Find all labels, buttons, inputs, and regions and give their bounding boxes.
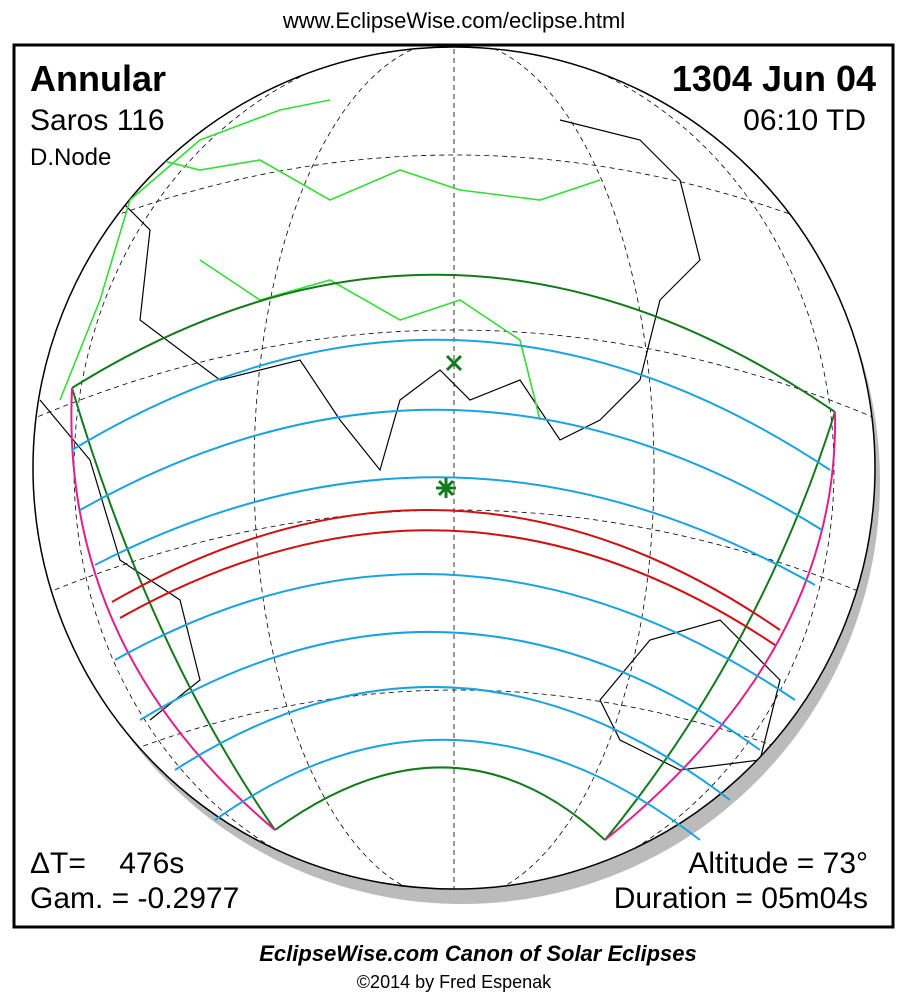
coastline xyxy=(599,619,781,771)
time: 06:10 TD xyxy=(743,104,866,137)
magnitude-line xyxy=(94,476,816,586)
duration: Duration = 05m04s xyxy=(614,882,868,915)
path-limit xyxy=(111,509,781,631)
penumbra-limit xyxy=(71,273,836,413)
subsolar-point xyxy=(445,354,463,372)
saros: Saros 116 xyxy=(30,104,165,137)
path-limit xyxy=(119,529,776,646)
greatest-eclipse xyxy=(436,478,456,498)
parallel xyxy=(33,329,875,421)
coastline xyxy=(99,119,701,472)
node: D.Node xyxy=(30,144,111,171)
country-border xyxy=(59,99,331,401)
penumbra-limit xyxy=(274,766,606,841)
frame xyxy=(12,43,895,929)
rise-set-max xyxy=(70,387,276,831)
gamma: Gam. = -0.2977 xyxy=(30,882,239,915)
rise-set-curve xyxy=(604,411,836,841)
footer-title: EclipseWise.com Canon of Solar Eclipses xyxy=(259,941,697,966)
url: www.EclipseWise.com/eclipse.html xyxy=(282,8,625,33)
rise-set-curve xyxy=(71,387,276,831)
eclipse-type: Annular xyxy=(30,58,166,99)
magnitude-line xyxy=(71,338,831,471)
magnitude-line xyxy=(114,573,796,701)
magnitude-line xyxy=(214,738,701,841)
footer-credit: ©2014 by Fred Espenak xyxy=(357,972,552,992)
date: 1304 Jun 04 xyxy=(672,58,876,99)
coastline xyxy=(39,399,201,721)
magnitude-line xyxy=(139,631,761,751)
magnitude-line xyxy=(79,408,823,531)
magnitude-line xyxy=(174,685,731,801)
meridian xyxy=(253,47,655,889)
altitude: Altitude = 73° xyxy=(688,847,868,880)
delta-t: ΔT= 476s xyxy=(30,847,184,880)
rise-set-max xyxy=(604,411,837,841)
country-border xyxy=(119,149,601,421)
